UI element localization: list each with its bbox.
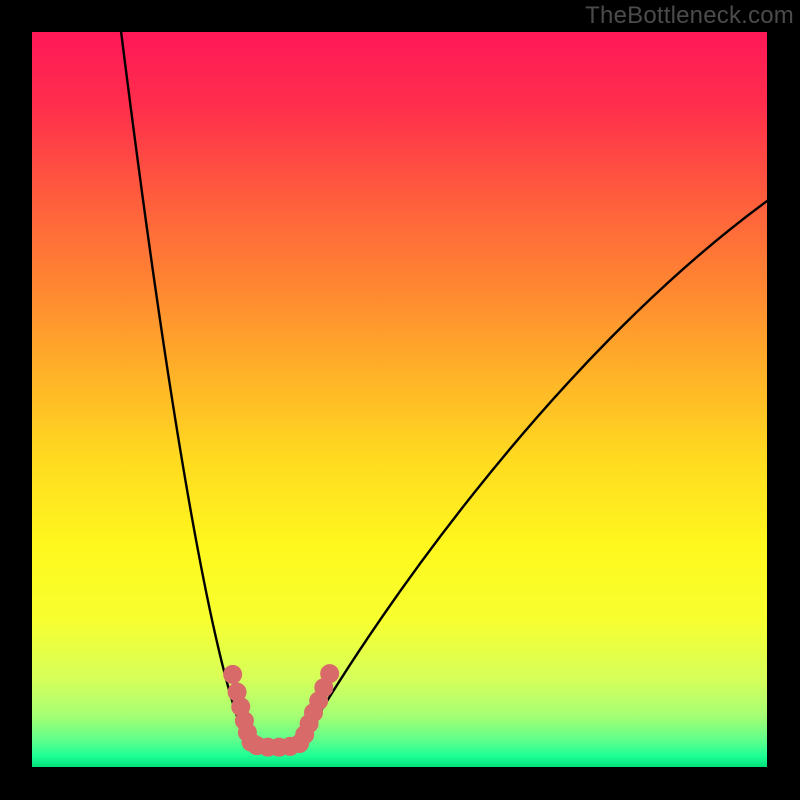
data-marker	[224, 665, 242, 683]
watermark-text: TheBottleneck.com	[585, 2, 794, 30]
bottleneck-curve	[120, 32, 767, 746]
data-marker	[321, 665, 339, 683]
plot-area	[32, 32, 767, 767]
chart-overlay	[32, 32, 767, 767]
chart-container: TheBottleneck.com	[0, 0, 800, 800]
